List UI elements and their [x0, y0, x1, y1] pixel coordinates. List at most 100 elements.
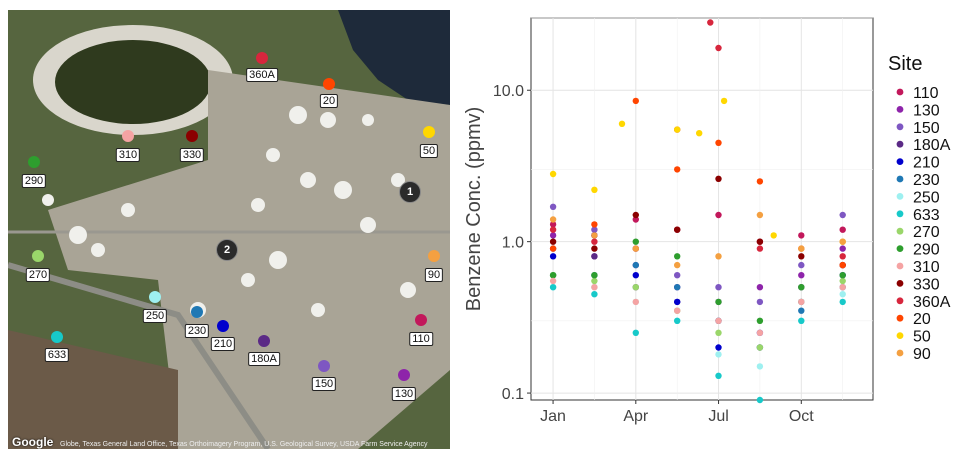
point-site-230	[798, 307, 805, 314]
legend-label-230: 230	[913, 172, 940, 189]
site-label-150: 150	[311, 377, 337, 391]
legend-key-230	[896, 175, 904, 183]
map-marker-1: 1	[399, 181, 421, 203]
point-site-290	[549, 272, 557, 279]
point-site-230	[674, 284, 681, 291]
legend-key-360A	[896, 297, 904, 305]
plot-frame	[530, 17, 874, 401]
point-site-110	[715, 211, 722, 219]
point-site-633	[839, 298, 846, 306]
site-dot-150	[318, 360, 330, 372]
point-site-633	[756, 396, 764, 404]
point-site-110	[549, 221, 557, 228]
point-site-130	[549, 232, 557, 239]
site-label-50: 50	[419, 144, 439, 158]
legend-label-330: 330	[913, 276, 940, 293]
site-dot-330	[186, 130, 198, 142]
site-label-310: 310	[115, 148, 141, 162]
point-site-310	[756, 329, 764, 336]
site-label-20: 20	[319, 94, 339, 108]
site-dot-270	[32, 250, 44, 262]
point-site-310	[632, 298, 639, 306]
site-dot-360A	[256, 52, 268, 64]
legend-key-150	[896, 123, 904, 131]
legend-key-270	[896, 227, 904, 235]
point-site-90	[591, 232, 598, 239]
point-site-180A	[591, 253, 598, 260]
site-dot-50	[423, 126, 435, 138]
y-tick-label: 1.0	[502, 235, 524, 252]
point-site-110	[632, 216, 639, 223]
point-site-310	[798, 298, 805, 306]
x-tick-label: Apr	[623, 408, 649, 425]
point-site-150	[591, 226, 598, 233]
point-site-330	[715, 175, 722, 182]
site-dot-130	[398, 369, 410, 381]
legend-key-90	[896, 349, 904, 357]
legend-key-633	[896, 210, 904, 218]
point-site-270	[839, 277, 846, 285]
point-site-90	[715, 253, 722, 260]
point-site-90	[839, 238, 846, 245]
point-site-250	[756, 363, 764, 370]
point-site-270	[632, 284, 639, 291]
point-site-310	[674, 307, 681, 314]
legend: 110130150180A210230250633270290310330360…	[896, 85, 951, 363]
site-label-230: 230	[184, 324, 210, 338]
point-site-110	[839, 226, 846, 233]
legend-key-110	[896, 88, 904, 96]
point-site-633	[549, 284, 557, 291]
point-site-290	[839, 272, 846, 279]
point-site-330	[549, 238, 557, 245]
point-site-230	[632, 261, 639, 269]
point-site-360A	[591, 238, 598, 245]
point-site-290	[674, 253, 681, 260]
legend-label-150: 150	[913, 120, 940, 137]
point-site-50	[674, 126, 681, 133]
point-site-50	[696, 130, 703, 137]
legend-key-20	[896, 314, 904, 322]
point-site-50	[618, 120, 626, 128]
legend-label-90: 90	[913, 346, 931, 363]
point-site-110	[798, 232, 805, 239]
point-site-20	[839, 261, 846, 269]
point-site-310	[715, 317, 722, 324]
legend-label-210: 210	[913, 155, 940, 172]
point-site-150	[839, 211, 846, 219]
legend-key-250	[896, 193, 904, 200]
point-site-360A	[715, 44, 722, 52]
point-site-633	[674, 317, 681, 324]
point-site-270	[756, 344, 764, 351]
y-tick-label: 10.0	[493, 83, 524, 100]
legend-label-130: 130	[913, 102, 940, 119]
point-site-210	[549, 253, 557, 260]
point-site-210	[715, 344, 722, 351]
y-axis-label: Benzene Conc. (ppmv)	[463, 107, 485, 312]
map-marker-2: 2	[216, 239, 238, 261]
point-site-130	[839, 245, 846, 252]
point-site-270	[591, 277, 598, 285]
x-tick-label: Jul	[708, 408, 728, 425]
point-site-310	[549, 277, 557, 285]
point-site-20	[549, 245, 557, 252]
point-site-290	[756, 317, 764, 324]
site-dot-230	[191, 306, 203, 318]
point-site-330	[591, 245, 598, 252]
point-site-210	[632, 272, 639, 279]
legend-key-310	[896, 262, 904, 270]
point-site-50	[591, 186, 598, 193]
point-site-150	[756, 298, 764, 306]
data-points	[549, 19, 846, 404]
point-site-290	[632, 238, 639, 245]
point-site-633	[715, 372, 722, 379]
point-site-330	[756, 238, 764, 245]
legend-key-290	[896, 245, 904, 253]
point-site-360A	[707, 19, 714, 26]
point-site-20	[591, 221, 598, 228]
site-label-130: 130	[391, 387, 417, 401]
point-site-90	[674, 261, 681, 269]
site-dot-310	[122, 130, 134, 142]
site-dot-20	[323, 78, 335, 90]
y-axis-ticks: 0.1 1.0 10.0	[493, 83, 531, 403]
legend-key-180A	[896, 140, 904, 148]
